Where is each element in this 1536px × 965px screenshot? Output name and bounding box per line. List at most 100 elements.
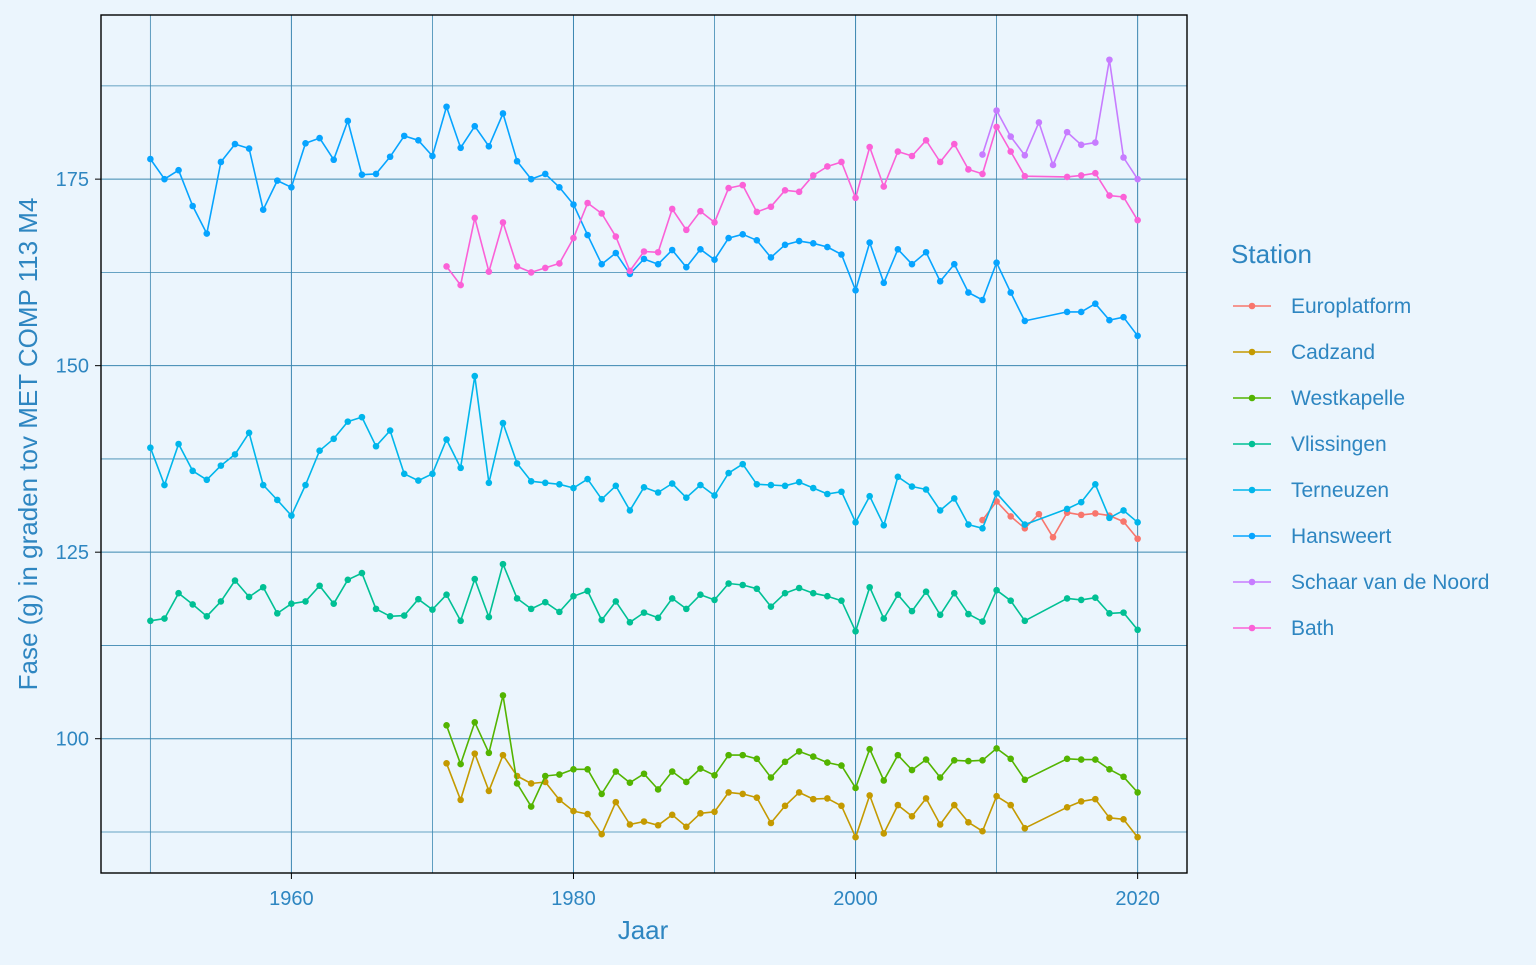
legend: Station Europlatform Cadzand Westkapelle Vl… — [1231, 239, 1489, 640]
data-point — [936, 611, 944, 619]
data-point — [1106, 56, 1113, 64]
data-point — [979, 827, 986, 835]
data-point — [683, 823, 690, 831]
data-point — [739, 790, 747, 798]
data-point — [584, 475, 591, 483]
data-point — [485, 749, 493, 757]
data-point — [598, 210, 605, 217]
data-point — [457, 281, 464, 289]
data-point — [372, 442, 380, 450]
data-point — [852, 833, 859, 841]
data-point — [936, 774, 944, 781]
data-point — [499, 751, 507, 759]
data-point — [950, 589, 958, 597]
data-point — [824, 243, 831, 251]
data-point — [1077, 141, 1085, 149]
data-point — [1063, 505, 1071, 513]
data-point — [161, 481, 168, 489]
data-point — [697, 765, 704, 772]
grid-lines — [101, 15, 1187, 873]
x-tick-label: 1960 — [269, 888, 314, 910]
data-point — [809, 172, 817, 179]
data-point — [1007, 148, 1015, 155]
data-point — [880, 279, 888, 287]
data-point — [697, 207, 704, 215]
data-point — [640, 770, 648, 778]
data-point — [936, 158, 944, 166]
data-point — [894, 245, 902, 253]
data-point — [1106, 514, 1113, 522]
data-point — [979, 296, 986, 304]
data-point — [993, 745, 1000, 752]
data-point — [1092, 594, 1099, 601]
data-point — [725, 789, 732, 796]
y-tick-label: 100 — [56, 729, 89, 751]
data-point — [922, 486, 930, 493]
data-point — [965, 521, 972, 528]
data-point — [1092, 480, 1099, 488]
data-point — [711, 219, 718, 226]
data-point — [570, 765, 577, 773]
data-point — [1035, 510, 1043, 518]
data-point — [1007, 597, 1015, 604]
data-point — [415, 137, 422, 144]
data-point — [654, 786, 662, 793]
data-point — [795, 584, 803, 592]
legend-key-point — [1248, 348, 1256, 356]
legend-item: Terneuzen — [1233, 479, 1389, 502]
data-point — [288, 184, 295, 191]
data-point — [175, 166, 182, 174]
axes: 1960 1980 2000 2020 100 125 150 175 — [56, 14, 1188, 910]
data-point — [1120, 313, 1127, 321]
data-point — [781, 802, 789, 810]
data-point — [316, 134, 323, 142]
data-point — [1106, 192, 1113, 199]
data-point — [950, 757, 958, 764]
data-point — [1021, 151, 1029, 159]
data-point — [1120, 154, 1127, 161]
data-point — [809, 240, 817, 247]
data-point — [795, 748, 803, 755]
data-point — [471, 750, 479, 757]
data-point — [866, 239, 873, 246]
data-point — [457, 760, 464, 768]
data-point — [1106, 765, 1113, 773]
data-point — [654, 614, 662, 622]
data-point — [697, 481, 704, 489]
data-point — [908, 483, 916, 490]
data-point — [1092, 795, 1099, 803]
data-point — [231, 451, 239, 458]
data-point — [1077, 511, 1085, 519]
data-point — [753, 794, 761, 801]
y-tick-label: 125 — [56, 542, 89, 564]
data-point — [668, 205, 676, 213]
data-point — [908, 152, 916, 160]
data-point — [1134, 216, 1141, 224]
data-point — [584, 765, 591, 773]
data-point — [1063, 173, 1071, 181]
data-point — [231, 140, 239, 148]
data-point — [612, 768, 620, 775]
data-point — [626, 267, 634, 275]
data-point — [965, 818, 972, 826]
data-point — [965, 610, 972, 618]
data-point — [203, 476, 211, 484]
data-point — [443, 263, 450, 270]
data-point — [570, 592, 577, 600]
data-point — [527, 269, 535, 276]
data-point — [1092, 169, 1099, 177]
data-point — [965, 757, 972, 765]
data-point — [683, 263, 690, 271]
legend-label: Bath — [1291, 617, 1334, 640]
data-point — [683, 605, 690, 613]
data-point — [753, 755, 761, 763]
data-point — [1106, 814, 1113, 822]
data-point — [485, 613, 493, 621]
data-point — [598, 495, 605, 503]
data-point — [809, 795, 817, 803]
data-point — [598, 830, 605, 838]
data-point — [922, 756, 930, 763]
data-point — [1092, 300, 1099, 308]
data-point — [1106, 610, 1113, 617]
